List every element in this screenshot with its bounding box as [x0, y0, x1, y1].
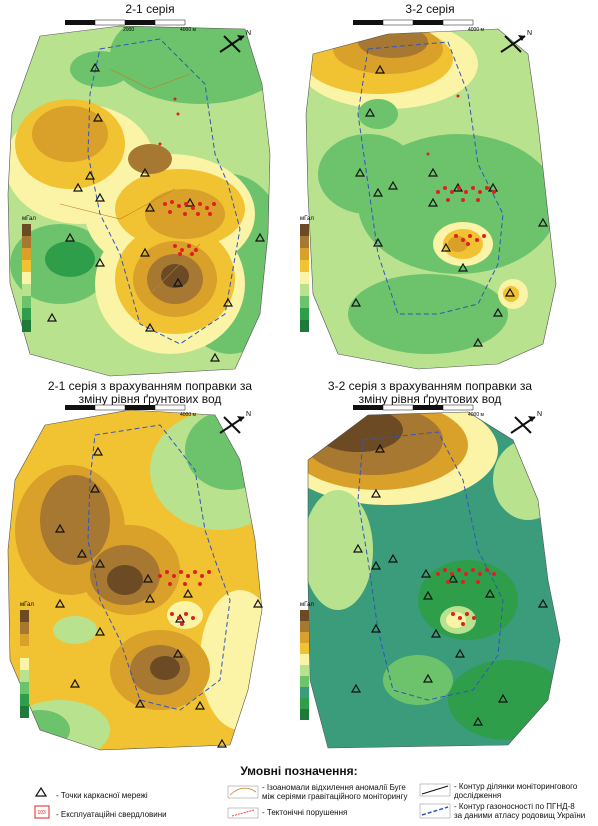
panel2-map: 4000 м N мГал	[300, 19, 557, 370]
network-points	[54, 446, 264, 748]
panel3-title: 2-1 серія з врахуванням поправки за змін…	[30, 380, 270, 406]
legend-gas-line2: за даними атласу родовищ України	[454, 811, 586, 820]
panel4-title: 3-2 серія з врахуванням поправки за змін…	[310, 380, 550, 406]
tectonic-icon	[227, 807, 259, 819]
scale-bar: 2000 4000 м	[65, 19, 197, 33]
scale-bar: 4000 м	[353, 404, 485, 418]
scale-tick: 4000 м	[468, 27, 485, 33]
legend-gas-contour: - Контур газоносності по ПГНД-8 за даним…	[454, 802, 585, 820]
north-arrow-icon: N	[219, 30, 251, 53]
colorbar-unit: мГал	[300, 602, 314, 608]
isoline-icon	[227, 785, 259, 799]
panel3-title-line2: зміну рівня ґрунтових вод	[78, 392, 222, 406]
colorbar-unit: мГал	[20, 602, 34, 608]
north-arrow-icon: N	[219, 411, 251, 434]
scale-tick: 4000 м	[180, 27, 197, 33]
network-points	[350, 443, 549, 726]
panel4-title-line1: 3-2 серія з врахуванням поправки за	[327, 379, 533, 393]
north-label: N	[537, 411, 542, 418]
legend-symbols: 103	[34, 783, 451, 819]
panel2-title: 3-2 серія	[405, 2, 455, 16]
panel4-map: 4000 м N мГал	[300, 404, 561, 749]
colorbar: мГал	[300, 216, 314, 332]
wells	[158, 570, 211, 626]
well-icon	[34, 805, 50, 819]
network-point-icon	[34, 786, 48, 797]
wells	[158, 97, 216, 256]
north-label: N	[246, 30, 251, 37]
network-points	[46, 62, 266, 362]
colorbar: мГал	[20, 602, 34, 718]
wells	[436, 568, 496, 626]
north-label: N	[527, 30, 532, 37]
legend-network-points: - Точки каркасної мережі	[56, 791, 148, 800]
legend-isoanomalies-line1: - Ізоаномали відхилення аномалії Буге	[262, 783, 406, 792]
legend-isoanomalies-line2: між серіями гравітаційного моніторингу	[262, 792, 408, 801]
colorbar-unit: мГал	[22, 216, 36, 222]
scale-tick: 4000 м	[468, 412, 485, 418]
scale-tick: 2000	[123, 27, 134, 33]
legend-isoanomalies: - Ізоаномали відхилення аномалії Буге мі…	[262, 783, 407, 801]
colorbar-unit: мГал	[300, 216, 314, 222]
legend-monitoring-line1: - Контур ділянки моніторингового	[454, 782, 578, 791]
north-arrow-icon: N	[500, 30, 532, 53]
colorbar: мГал	[22, 216, 36, 332]
colorbar: мГал	[300, 602, 314, 720]
panel1-title: 2-1 серія	[125, 2, 175, 16]
legend-tectonic: - Тектонічні порушення	[262, 808, 348, 817]
well-symbol-label: 103	[38, 810, 47, 816]
north-label: N	[246, 411, 251, 418]
scale-bar: 4000 м	[353, 19, 485, 33]
panel3-map: 4000 м N мГал	[7, 404, 264, 751]
panel3-title-line1: 2-1 серія з врахуванням поправки за	[47, 379, 253, 393]
legend-wells: - Експлуатаційні свердловини	[56, 810, 167, 819]
panel1-map: 2000 4000 м N мГал	[7, 19, 271, 377]
legend-monitoring-contour: - Контур ділянки моніторингового дослідж…	[454, 782, 577, 800]
north-arrow-icon: N	[510, 411, 542, 434]
legend-title: Умовні позначення:	[240, 764, 358, 778]
legend-gas-line1: - Контур газоносності по ПГНД-8	[454, 802, 575, 811]
legend-monitoring-line2: дослідження	[454, 791, 502, 800]
scale-bar: 4000 м	[65, 404, 197, 418]
scale-tick: 4000 м	[180, 412, 197, 418]
panel4-title-line2: зміну рівня ґрунтових вод	[358, 392, 502, 406]
wells	[426, 94, 496, 246]
